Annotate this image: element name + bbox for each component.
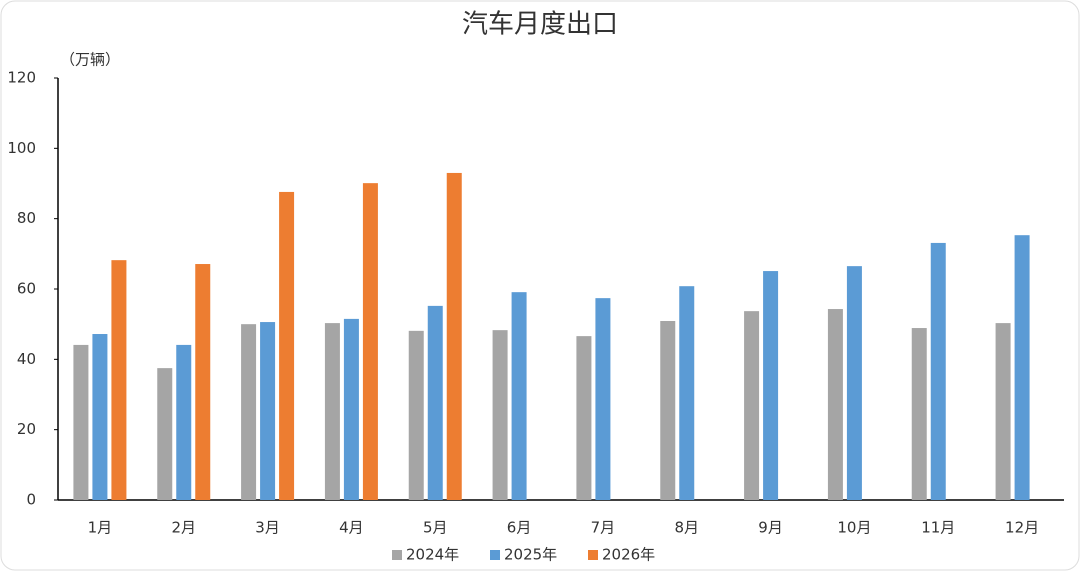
y-unit: （万辆） [60, 51, 120, 69]
bar [911, 328, 927, 500]
x-tick-label: 12月 [1005, 519, 1039, 537]
bar [827, 309, 843, 500]
y-tick-label: 60 [17, 280, 36, 298]
bar [660, 321, 676, 500]
bar [157, 368, 173, 500]
bar [241, 324, 257, 500]
legend-swatch [392, 550, 402, 560]
y-tick-label: 20 [17, 420, 36, 438]
bar [260, 322, 276, 500]
legend-label: 2026年 [602, 546, 655, 564]
bar [930, 242, 946, 500]
y-tick-label: 120 [7, 69, 36, 87]
bar [176, 344, 192, 500]
x-tick-label: 3月 [255, 519, 280, 537]
legend-label: 2024年 [406, 546, 459, 564]
bar [343, 318, 359, 500]
legend-swatch [588, 550, 598, 560]
bar [427, 305, 443, 500]
bar [511, 292, 527, 500]
x-tick-label: 1月 [88, 519, 113, 537]
bar [446, 172, 462, 500]
bar [846, 266, 862, 500]
x-tick-label: 11月 [921, 519, 955, 537]
bar [595, 298, 611, 500]
bar [279, 191, 295, 500]
legend-label: 2025年 [504, 546, 557, 564]
x-tick-label: 4月 [339, 519, 364, 537]
x-tick-label: 2月 [171, 519, 196, 537]
bar [1014, 235, 1030, 500]
bar [679, 286, 695, 500]
x-tick-label: 10月 [837, 519, 871, 537]
bar [408, 330, 424, 500]
y-tick-label: 0 [26, 491, 36, 509]
bar [995, 323, 1011, 500]
x-tick-label: 7月 [591, 519, 616, 537]
bar [324, 323, 340, 500]
bar [195, 264, 211, 500]
y-tick-label: 100 [7, 139, 36, 157]
legend-swatch [490, 550, 500, 560]
bar [492, 330, 508, 500]
x-tick-label: 5月 [423, 519, 448, 537]
bar [92, 334, 108, 500]
y-tick-label: 40 [17, 350, 36, 368]
x-tick-label: 9月 [758, 519, 783, 537]
bar [111, 260, 127, 500]
x-tick-label: 6月 [507, 519, 532, 537]
bar [744, 311, 760, 500]
chart-title: 汽车月度出口 [462, 10, 618, 40]
bar [73, 344, 89, 500]
y-tick-label: 80 [17, 209, 36, 227]
x-tick-label: 8月 [674, 519, 699, 537]
bar [763, 271, 779, 500]
bar [362, 183, 378, 501]
bar [576, 336, 592, 500]
